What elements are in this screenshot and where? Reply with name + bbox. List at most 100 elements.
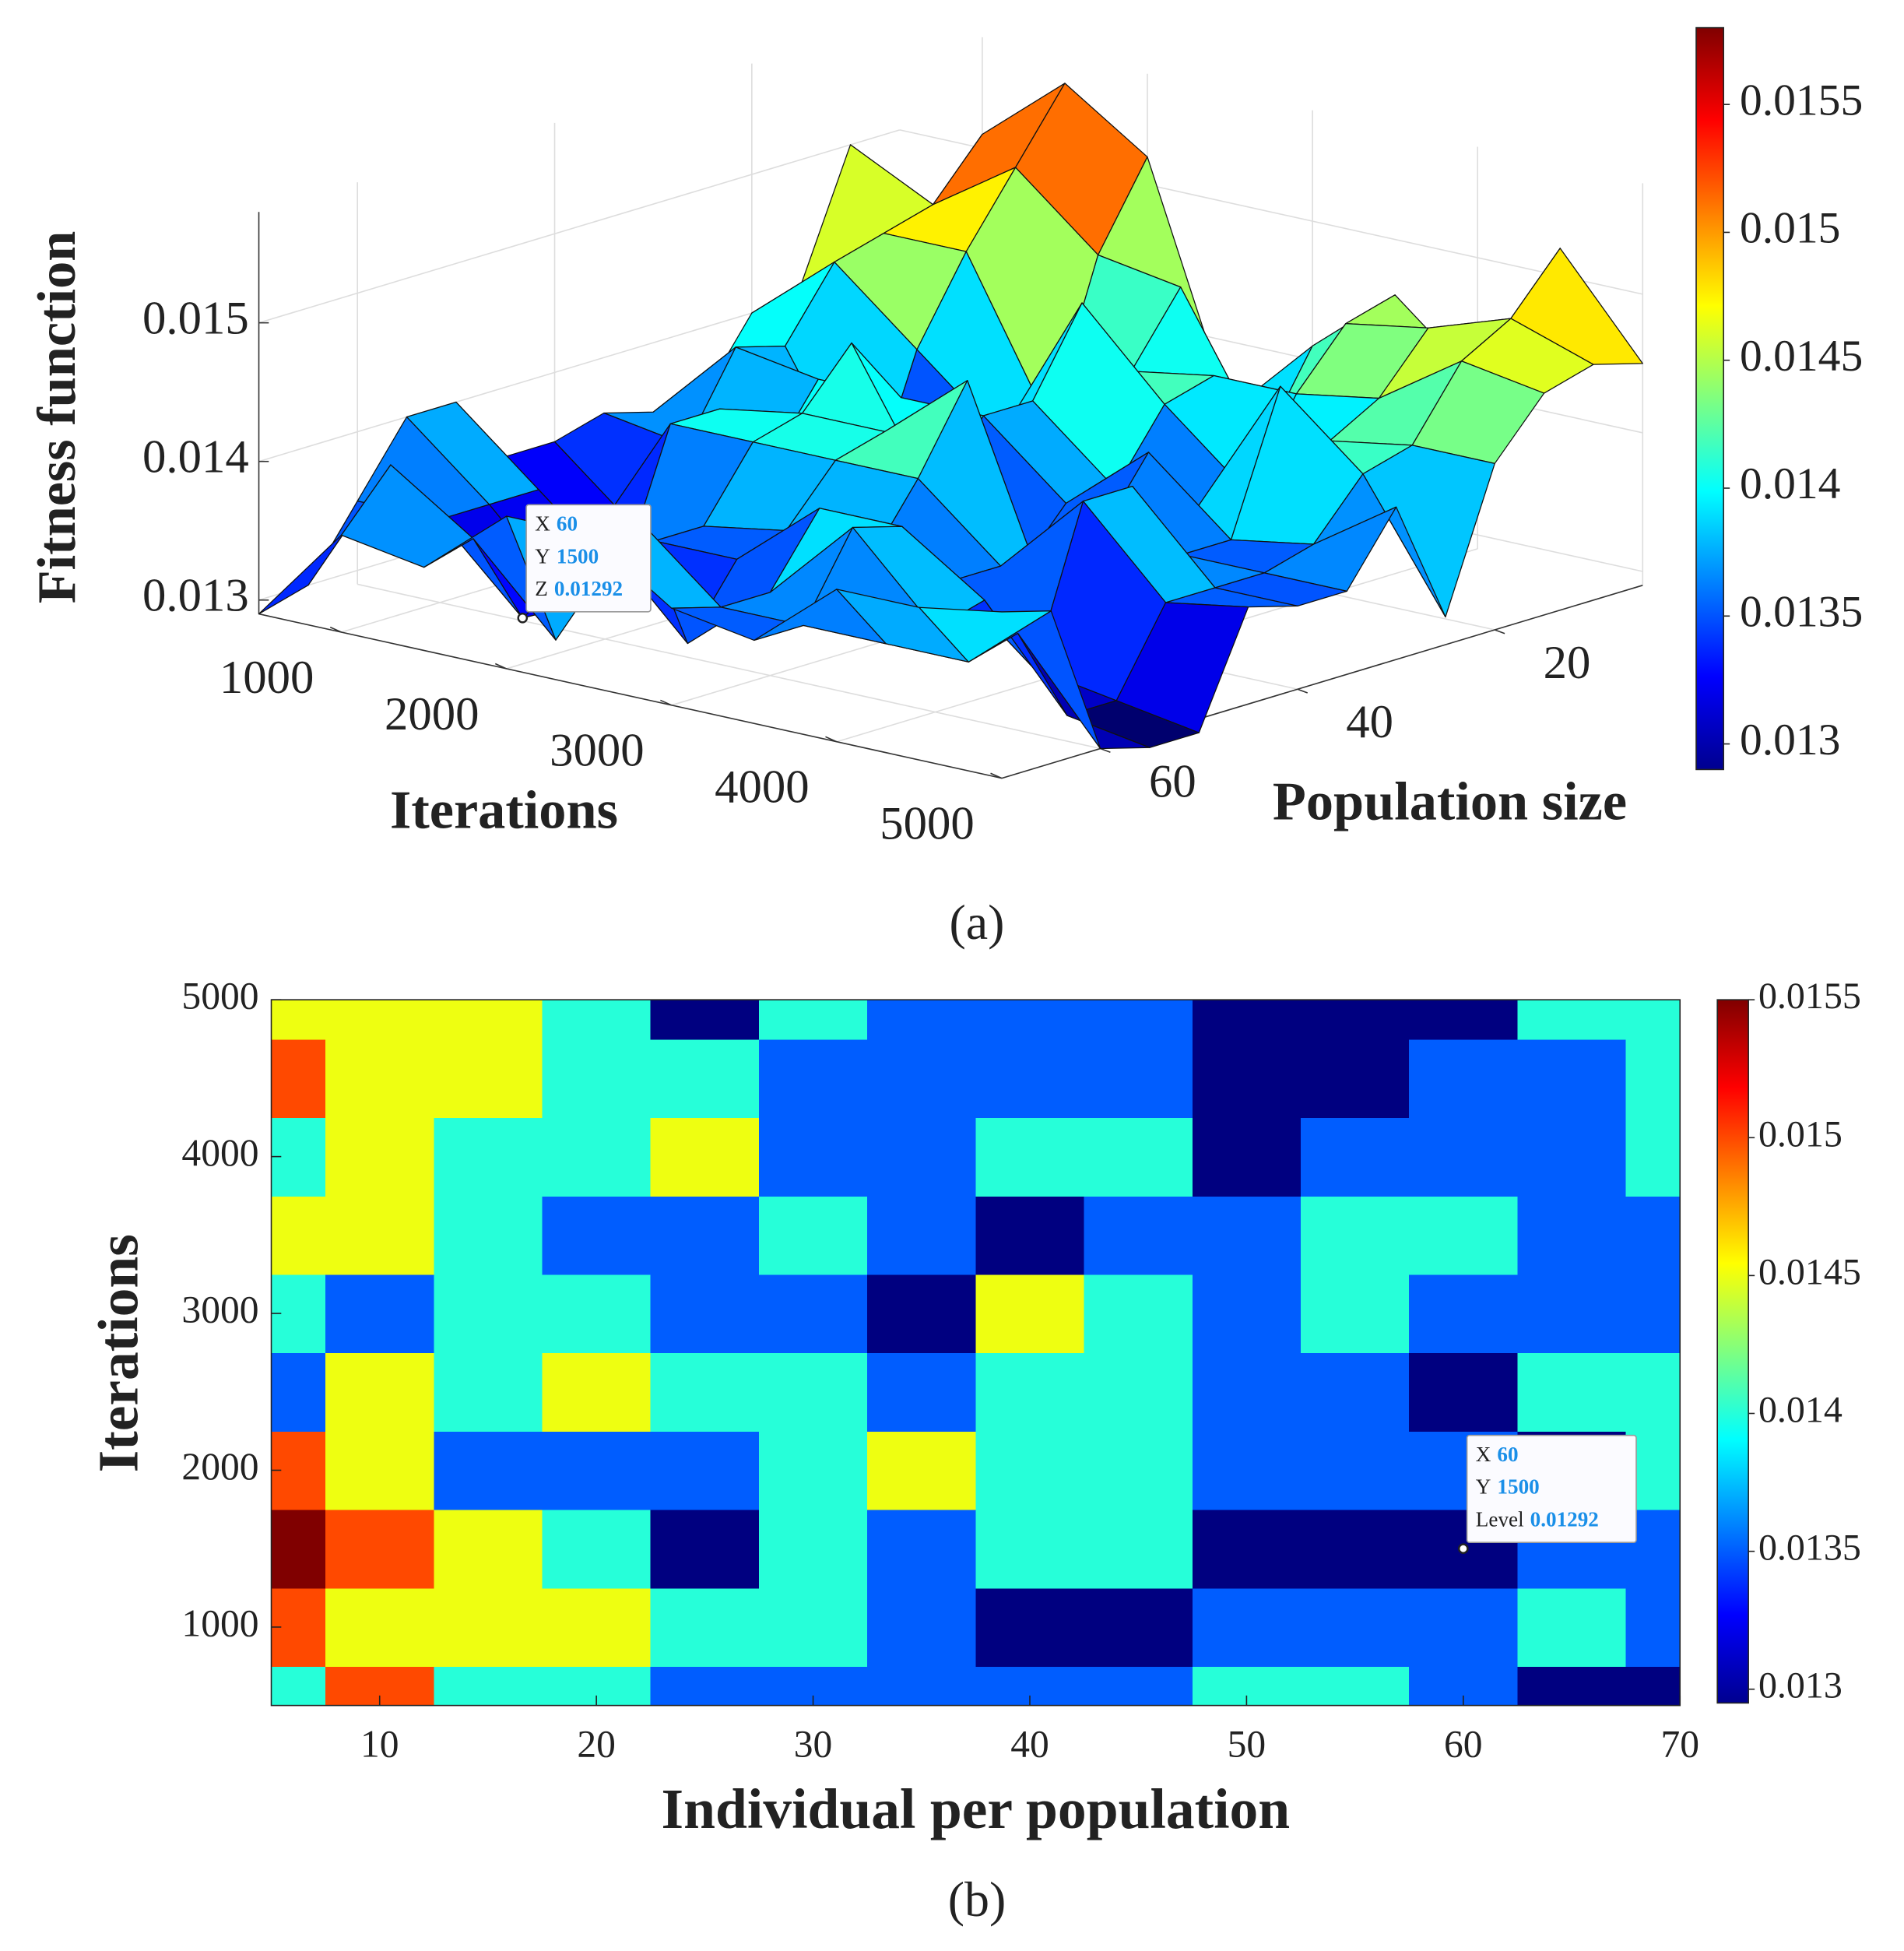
contour-cell: [1084, 1039, 1193, 1119]
contour-cell: [1301, 1039, 1410, 1119]
contour-cell: [1192, 1000, 1302, 1040]
surface-plot: 0.013 0.014 0.015 1000 2000 3000 4000 5000 20 40 6…: [142, 37, 1863, 849]
contour-cell: [1192, 1352, 1302, 1432]
contour-cell: [325, 1000, 435, 1040]
datatip-label: Level: [1476, 1507, 1524, 1531]
datatip-label: X: [1476, 1443, 1491, 1466]
y-tick-label: 2000: [385, 688, 480, 740]
contour-cell: [1301, 1195, 1410, 1275]
contour-cell: [434, 1117, 543, 1197]
datatip-box: [1466, 1434, 1637, 1544]
contour-cell: [271, 1352, 326, 1432]
contour-cell: [1517, 1000, 1627, 1040]
colorbar: [1695, 26, 1724, 771]
y-tick-label: 4000: [181, 1131, 258, 1174]
contour-cell: [867, 1587, 977, 1668]
colorbar-tick-label: 0.014: [1758, 1390, 1843, 1431]
contour-cell: [1084, 1509, 1193, 1589]
y-axis-label: Iterations: [390, 780, 618, 841]
contour-cell: [434, 1666, 543, 1706]
colorbar-tick-label: 0.0155: [1758, 976, 1861, 1017]
contour-cell: [1409, 1000, 1519, 1040]
contour-cell: [650, 1000, 760, 1040]
contour-cell: [271, 1195, 326, 1275]
x-tick: [1494, 629, 1505, 635]
contour-cell: [434, 1587, 543, 1668]
y-axis-label: Iterations: [86, 1234, 150, 1472]
contour-cell: [975, 1352, 1085, 1432]
contour-cell: [325, 1587, 435, 1668]
contour-cell: [1517, 1039, 1627, 1119]
surface-facet: [919, 606, 1052, 663]
contour-cell: [1625, 1195, 1681, 1275]
contour-cell: [650, 1509, 760, 1589]
y-tick-label: 5000: [880, 797, 975, 849]
colorbar-tick-label: 0.013: [1758, 1665, 1843, 1707]
y-tick-label: 1000: [181, 1601, 258, 1644]
x-tick-label: 10: [360, 1722, 399, 1765]
contour-cell: [1084, 1666, 1193, 1706]
contour-cell: [542, 1117, 652, 1197]
contour-cell: [1625, 1274, 1681, 1354]
contour-cell: [975, 1000, 1085, 1040]
z-tick-label: 0.015: [142, 293, 249, 345]
contour-cell: [1409, 1117, 1519, 1197]
contour-cell: [1084, 1274, 1193, 1354]
contour-cell: [1084, 1352, 1193, 1432]
contour-cell: [1625, 1587, 1681, 1668]
contour-cell: [975, 1509, 1085, 1589]
datatip-label: Z: [535, 577, 548, 600]
contour-cell: [867, 1352, 977, 1432]
contour-cell: [758, 1000, 868, 1040]
colorbar-tick-label: 0.0145: [1740, 332, 1863, 381]
contour-cell: [650, 1274, 760, 1354]
contour-cell: [1625, 1352, 1681, 1432]
contour-cell: [1517, 1352, 1627, 1432]
datatip-value: 1500: [1497, 1475, 1539, 1499]
datatip-label: Y: [1476, 1475, 1491, 1499]
contour-cell: [325, 1352, 435, 1432]
contour-cell: [867, 1274, 977, 1354]
contour-cell: [1301, 1274, 1410, 1354]
colorbar-tick-label: 0.0145: [1758, 1251, 1861, 1292]
plot-frame: [270, 999, 1681, 1707]
contour-cell: [434, 1431, 543, 1510]
contour-cell: [975, 1587, 1085, 1668]
contour-cell: [650, 1666, 760, 1706]
contour-cell: [867, 1666, 977, 1706]
x-tick-label: 70: [1660, 1722, 1699, 1765]
y-tick: [494, 663, 507, 670]
contour-cell: [650, 1195, 760, 1275]
contour-cell: [1192, 1509, 1302, 1589]
contour-cell: [1301, 1352, 1410, 1432]
caption: (b): [948, 1872, 1006, 1927]
colorbar-tick-label: 0.015: [1740, 204, 1840, 253]
contour-cell: [434, 1509, 543, 1589]
contour-cell: [542, 1431, 652, 1510]
contour-cell: [1625, 1666, 1681, 1706]
grid-line: [357, 583, 1101, 750]
y-tick-label: 3000: [181, 1288, 258, 1331]
contour-cell: [650, 1352, 760, 1432]
contour-cell: [1301, 1666, 1410, 1706]
colorbar-tick-label: 0.0155: [1740, 76, 1863, 125]
x-tick-label: 30: [794, 1722, 833, 1765]
contour-cell: [1409, 1195, 1519, 1275]
contour-cell: [542, 1195, 652, 1275]
x-tick-label: 40: [1346, 696, 1393, 748]
datatip-value: 0.01292: [554, 577, 623, 600]
y-tick-label: 4000: [715, 761, 810, 814]
contour-cell: [867, 1195, 977, 1275]
datatip-marker: [517, 612, 529, 624]
contour-cell: [1517, 1666, 1627, 1706]
caption: (a): [949, 895, 1004, 950]
z-tick-label: 0.014: [142, 431, 249, 483]
contour-cell: [1192, 1431, 1302, 1510]
contour-cell: [542, 1509, 652, 1589]
x-tick-label: 60: [1149, 755, 1196, 807]
datatip-box: [525, 504, 652, 613]
contour-cell: [1625, 1039, 1681, 1119]
contour-cell: [1517, 1117, 1627, 1197]
y-tick-label: 2000: [181, 1445, 258, 1488]
